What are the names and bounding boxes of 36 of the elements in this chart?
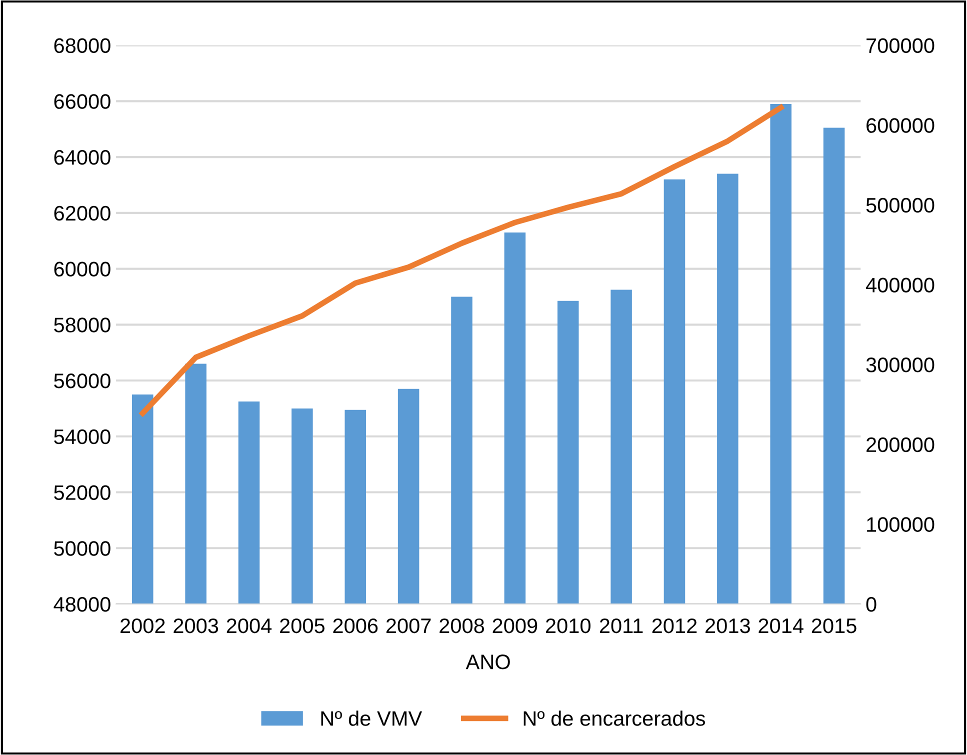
x-tick-label: 2008 — [440, 618, 484, 634]
x-tick-label: 2011 — [600, 618, 643, 634]
y-tick-label: 68000 — [54, 38, 110, 54]
x-tick-label: 2009 — [492, 618, 538, 634]
x-tick-label: 2015 — [812, 618, 856, 634]
y-tick-label: 62000 — [54, 206, 110, 221]
y2-tick-label: 0 — [866, 597, 876, 612]
x-tick-label: 2010 — [546, 618, 590, 634]
x-tick-label: 2012 — [652, 618, 697, 634]
y-tick-label: 48000 — [54, 597, 110, 612]
y-tick-label: 56000 — [54, 374, 110, 388]
x-tick-label: 2004 — [226, 618, 272, 634]
x-tick-label: 2007 — [386, 618, 431, 634]
y-tick-label: 58000 — [54, 318, 110, 332]
y2-tick-label: 700000 — [866, 38, 934, 54]
y2-tick-label: 600000 — [866, 118, 934, 133]
y-tick-label: 64000 — [54, 150, 110, 165]
y2-tick-label: 200000 — [866, 437, 934, 452]
legend-label: Nº de VMV — [321, 710, 422, 726]
x-tick-label: 2005 — [280, 618, 324, 634]
y2-tick-label: 300000 — [866, 358, 934, 372]
x-tick-label: 2013 — [706, 618, 750, 634]
y-tick-label: 52000 — [54, 485, 110, 500]
y2-tick-label: 400000 — [866, 278, 934, 292]
y2-tick-label: 500000 — [866, 198, 934, 213]
x-axis-title: ANO — [466, 654, 510, 670]
y-tick-label: 60000 — [54, 262, 110, 277]
x-tick-label: 2014 — [758, 618, 804, 634]
x-tick-label: 2002 — [120, 618, 165, 634]
y-tick-label: 66000 — [54, 94, 110, 109]
x-tick-label: 2006 — [333, 618, 378, 634]
y-tick-label: 54000 — [54, 429, 110, 444]
y-tick-label: 50000 — [54, 541, 110, 556]
y2-tick-label: 100000 — [867, 517, 934, 532]
x-tick-label: 2003 — [174, 618, 218, 634]
legend-label: Nº de encarcerados — [524, 710, 706, 726]
